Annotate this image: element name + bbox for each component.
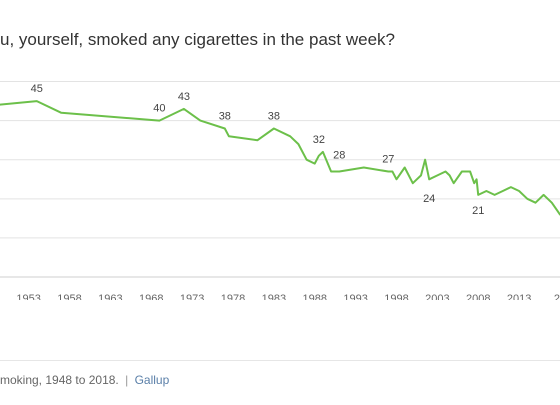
x-tick-label: 1963 <box>98 293 122 300</box>
x-tick-label: 2013 <box>507 293 531 300</box>
x-tick-label: 1978 <box>221 293 245 300</box>
x-tick-label: 2008 <box>466 293 490 300</box>
footer-divider <box>0 360 560 361</box>
data-label: 38 <box>268 110 280 122</box>
x-tick-label: 1983 <box>262 293 286 300</box>
source-link[interactable]: Gallup <box>134 373 170 387</box>
data-label: 24 <box>423 193 435 205</box>
chart-title: u, yourself, smoked any cigarettes in th… <box>0 30 395 49</box>
data-label: 45 <box>31 83 43 95</box>
x-tick-label: 1958 <box>57 293 81 300</box>
data-label: 28 <box>333 150 345 162</box>
x-tick-label: 1988 <box>303 293 327 300</box>
series-line <box>0 100 560 216</box>
grid-lines <box>0 81 560 278</box>
x-tick-label: 1973 <box>180 293 204 300</box>
footer-caption: moking, 1948 to 2018. <box>0 373 119 387</box>
x-tick-label: 1968 <box>139 293 163 300</box>
x-tick-label: 1953 <box>16 293 40 300</box>
line-chart: 1953 1958 1963 1968 1973 1978 1983 1988 1993 1998… <box>0 81 560 300</box>
data-label: 21 <box>472 205 484 217</box>
x-tick-label: 20 <box>554 293 560 300</box>
data-label: 40 <box>153 103 165 115</box>
x-tick-label: 2003 <box>425 293 449 300</box>
series-group <box>0 100 560 216</box>
chart-footer: moking, 1948 to 2018. | Gallup <box>0 373 169 387</box>
data-label: 32 <box>313 134 325 146</box>
x-axis-ticks: 1953 1958 1963 1968 1973 1978 1983 1988 1993 1998… <box>16 293 560 300</box>
data-label: 27 <box>382 153 394 165</box>
footer-separator: | <box>125 373 129 387</box>
x-tick-label: 1993 <box>343 293 367 300</box>
x-tick-label: 1998 <box>384 293 408 300</box>
data-label: 38 <box>219 110 231 122</box>
data-labels-group: 45 40 43 38 38 32 28 27 24 21 <box>31 83 485 217</box>
data-label: 43 <box>178 91 190 103</box>
